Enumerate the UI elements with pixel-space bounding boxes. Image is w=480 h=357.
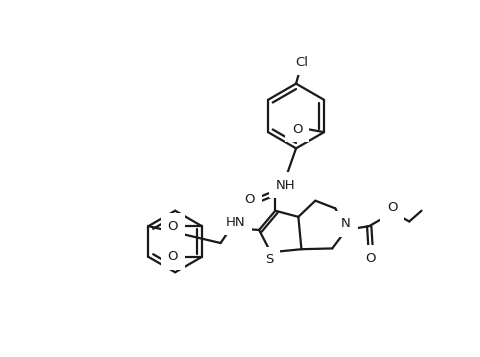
Text: O: O bbox=[245, 193, 255, 206]
Text: NH: NH bbox=[276, 179, 295, 192]
Text: N: N bbox=[341, 217, 351, 230]
Text: O: O bbox=[168, 220, 178, 233]
Text: O: O bbox=[292, 122, 302, 136]
Text: O: O bbox=[168, 250, 178, 263]
Text: S: S bbox=[265, 253, 273, 266]
Text: O: O bbox=[365, 252, 376, 265]
Text: O: O bbox=[387, 201, 397, 214]
Text: Cl: Cl bbox=[295, 56, 308, 69]
Text: HN: HN bbox=[226, 216, 245, 229]
